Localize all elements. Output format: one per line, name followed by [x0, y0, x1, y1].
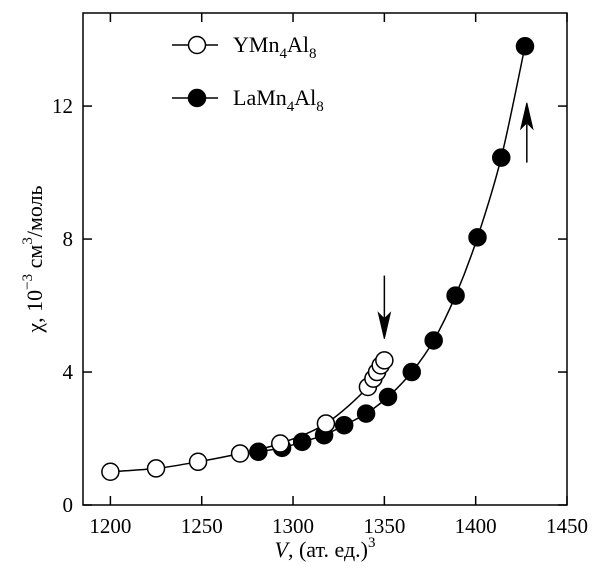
data-point-ymn4al8 [101, 462, 120, 482]
axis-ticks: 1200 1250 1300 1350 1400 1450 0 4 8 12 [52, 13, 588, 538]
legend-marker-open [187, 35, 207, 55]
data-point-ymn4al8 [188, 452, 208, 472]
x-axis-label: V, (ат. ед.)3 [275, 535, 376, 562]
data-point-ymn4al8 [316, 414, 336, 433]
data-point-ymn4al8 [230, 444, 250, 463]
legend: YMn4Al8 LaMn4Al8 [172, 32, 324, 115]
data-point-lamn4al8 [334, 415, 354, 435]
y-tick-label: 12 [52, 94, 73, 118]
x-tick-label: 1350 [363, 514, 405, 538]
legend-label-lamn4al8: LaMn4Al8 [233, 85, 324, 115]
data-point-lamn4al8 [515, 36, 535, 56]
data-point-lamn4al8 [446, 286, 465, 305]
data-point-lamn4al8 [356, 404, 376, 423]
y-axis-label: χ, 10−3 см3/моль [20, 185, 47, 333]
data-point-lamn4al8 [249, 442, 268, 462]
data-point-lamn4al8 [292, 432, 312, 452]
data-point-ymn4al8 [271, 434, 290, 453]
legend-marker-filled [187, 88, 207, 108]
data-point-lamn4al8 [378, 387, 398, 407]
x-tick-label: 1400 [455, 514, 497, 538]
data-point-lamn4al8 [424, 331, 443, 350]
data-point-lamn4al8 [402, 362, 422, 382]
series-markers [101, 36, 535, 482]
data-point-ymn4al8 [146, 459, 166, 478]
x-tick-label: 1250 [181, 514, 223, 538]
x-tick-label: 1300 [272, 514, 314, 538]
y-tick-label: 4 [63, 360, 74, 384]
arrow-down-head [377, 311, 392, 339]
plot-frame [82, 12, 568, 506]
x-tick-label: 1450 [546, 514, 588, 538]
y-tick-label: 8 [63, 227, 74, 251]
x-tick-label: 1200 [89, 514, 131, 538]
legend-entry-ymn4al8: YMn4Al8 [172, 32, 316, 62]
data-point-lamn4al8 [468, 228, 487, 247]
data-point-ymn4al8 [375, 351, 394, 370]
arrow-up-head [519, 102, 534, 131]
legend-entry-lamn4al8: LaMn4Al8 [172, 85, 324, 115]
legend-label-ymn4al8: YMn4Al8 [233, 32, 316, 62]
data-point-lamn4al8 [491, 148, 511, 167]
chart-annotations [377, 102, 534, 339]
y-tick-label: 0 [63, 493, 74, 517]
